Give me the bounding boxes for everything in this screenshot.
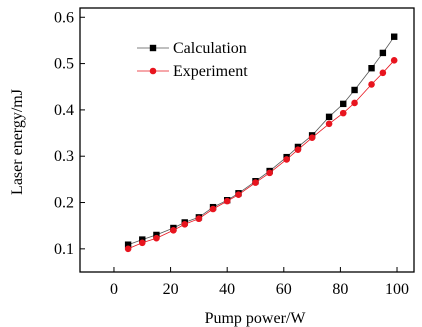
- y-tick-label: 0.2: [54, 195, 74, 212]
- plot-frame: [79, 7, 415, 273]
- data-point-experiment: [195, 215, 203, 223]
- legend-marker-calculation: [149, 44, 157, 52]
- data-point-experiment: [379, 69, 387, 77]
- series-layer: [124, 33, 398, 253]
- data-point-calculation: [351, 86, 358, 94]
- data-point-calculation: [379, 49, 387, 57]
- x-tick-label: 20: [163, 281, 179, 298]
- series-line-calculation: [127, 36, 395, 246]
- x-axis-title: Pump power/W: [205, 310, 307, 327]
- data-point-calculation: [390, 33, 398, 40]
- legend-label-calculation: Calculation: [173, 40, 247, 57]
- data-point-experiment: [138, 239, 146, 247]
- data-point-experiment: [124, 245, 132, 253]
- legend: Calculation Experiment: [137, 40, 248, 80]
- series-experiment: [124, 57, 398, 253]
- data-point-calculation: [325, 113, 333, 121]
- data-point-calculation: [368, 65, 375, 72]
- plot-border: [79, 7, 415, 273]
- data-point-experiment: [283, 156, 290, 163]
- x-tick-label: 40: [219, 281, 235, 298]
- legend-label-experiment: Experiment: [173, 63, 248, 80]
- data-point-experiment: [235, 191, 242, 198]
- data-point-experiment: [223, 197, 231, 205]
- data-point-experiment: [339, 109, 347, 117]
- legend-entry-experiment: Experiment: [137, 63, 248, 80]
- data-point-experiment: [325, 120, 333, 128]
- y-tick-label: 0.1: [54, 241, 74, 258]
- y-tick-label: 0.4: [54, 102, 74, 119]
- y-tick-label: 0.6: [54, 9, 74, 26]
- legend-marker-experiment: [149, 67, 157, 75]
- data-point-experiment: [181, 220, 189, 228]
- legend-entry-calculation: Calculation: [137, 40, 247, 57]
- axis-ticks: 0 20 40 60 80 100 0.1 0.2 0.3 0.4 0.5 0.6: [54, 9, 409, 298]
- data-point-experiment: [368, 81, 375, 88]
- y-tick-label: 0.5: [54, 56, 74, 73]
- data-point-experiment: [308, 134, 316, 141]
- x-tick-label: 80: [332, 281, 348, 298]
- data-point-experiment: [170, 227, 177, 234]
- data-point-experiment: [294, 146, 302, 154]
- x-tick-label: 100: [385, 281, 409, 298]
- data-point-experiment: [252, 179, 259, 186]
- data-point-experiment: [390, 57, 398, 64]
- data-point-calculation: [124, 241, 132, 248]
- y-tick-label: 0.3: [54, 148, 74, 165]
- data-point-experiment: [209, 205, 217, 213]
- data-point-calculation: [340, 100, 347, 108]
- data-point-experiment: [351, 99, 358, 107]
- data-point-experiment: [153, 234, 160, 242]
- data-point-experiment: [266, 169, 273, 177]
- series-calculation: [124, 33, 398, 248]
- x-tick-label: 0: [110, 281, 118, 298]
- y-axis-title: Laser energy/mJ: [9, 89, 26, 195]
- x-tick-label: 60: [276, 281, 292, 298]
